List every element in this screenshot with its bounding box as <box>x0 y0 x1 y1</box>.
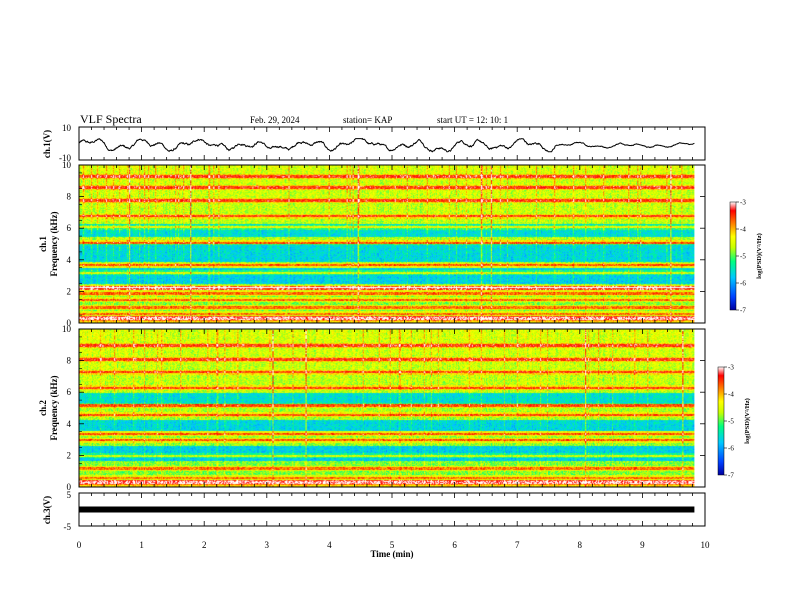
spec1-y-label-channel: ch.1 <box>38 236 48 252</box>
spec1-y-ticks: 0 2 4 6 8 10 <box>62 160 705 328</box>
x-tick-label: 2 <box>202 540 207 550</box>
colorbar-tick-label: -7 <box>728 472 734 480</box>
ch1-tick-bottom: -10 <box>59 153 71 163</box>
x-tick-label: 7 <box>515 540 520 550</box>
spec2-x-ticks <box>78 329 706 487</box>
ch3-tick-bottom: -5 <box>64 522 72 532</box>
start-time-label: start UT = 12: 10: 1 <box>437 115 508 125</box>
y-tick-label: 10 <box>62 324 72 334</box>
spec2-colorbar-label: log(PSD)(V²/Hz) <box>744 398 751 444</box>
spec2-y-ticks: 0 2 4 6 8 10 <box>62 324 705 492</box>
spec1-colorbar-label: log(PSD)(V²/Hz) <box>756 233 763 279</box>
spec1-colorbar <box>729 201 737 311</box>
ch3-tick-top: 5 <box>67 490 72 500</box>
y-tick-label: 2 <box>67 286 72 296</box>
x-tick-label: 4 <box>327 540 332 550</box>
x-tick-label: 9 <box>640 540 645 550</box>
y-tick-label: 0 <box>67 482 72 492</box>
ch1-trace <box>79 137 695 153</box>
figure-title: VLF Spectra <box>80 112 142 126</box>
spec1-y-label: Frequency (kHz) <box>49 211 59 276</box>
spec2-spectrogram <box>79 329 695 487</box>
x-tick-label: 3 <box>265 540 270 550</box>
colorbar-tick-label: -6 <box>728 445 734 453</box>
ch3-x-ticks <box>78 493 706 526</box>
y-tick-label: 4 <box>67 255 72 265</box>
colorbar-tick-label: -5 <box>740 253 746 261</box>
ch1-tick-top: 10 <box>62 123 72 133</box>
x-tick-label: 10 <box>701 540 711 550</box>
ch3-y-label: ch.3(V) <box>42 496 52 524</box>
x-tick-label: 0 <box>77 540 82 550</box>
ch1-x-ticks <box>78 127 706 160</box>
y-tick-label: 10 <box>62 160 72 170</box>
recording-date: Feb. 29, 2024 <box>250 115 300 125</box>
ch3-trace <box>79 506 695 513</box>
spec2-y-label-channel: ch.2 <box>38 400 48 416</box>
ch3-waveform-panel: 5 -5 ch.3(V) <box>42 490 706 532</box>
colorbar-tick-label: -5 <box>728 418 734 426</box>
y-tick-label: 4 <box>67 419 72 429</box>
x-axis-label: Time (min) <box>370 549 413 559</box>
spec1-spectrogram <box>79 165 695 323</box>
station-label: station= KAP <box>343 115 392 125</box>
x-tick-label: 5 <box>390 540 395 550</box>
x-tick-label: 8 <box>578 540 583 550</box>
spec2-colorbar <box>717 366 725 476</box>
y-tick-label: 8 <box>67 192 72 202</box>
x-tick-label: 6 <box>452 540 457 550</box>
spec2-y-label: Frequency (kHz) <box>49 375 59 440</box>
y-tick-label: 6 <box>67 387 72 397</box>
x-tick-labels: 0 1 2 3 4 5 6 7 8 9 10 <box>77 540 710 550</box>
colorbar-tick-label: -4 <box>728 391 734 399</box>
spec1-colorbar-ticks: -3 -4 -5 -6 -7 <box>736 199 746 315</box>
colorbar-tick-label: -7 <box>740 307 746 315</box>
spec1-x-ticks <box>78 165 706 323</box>
colorbar-tick-label: -4 <box>740 226 746 234</box>
y-tick-label: 8 <box>67 356 72 366</box>
ch1-y-label: ch.1(V) <box>42 130 52 158</box>
y-tick-label: 2 <box>67 450 72 460</box>
y-tick-label: 0 <box>67 318 72 328</box>
x-tick-label: 1 <box>139 540 144 550</box>
colorbar-tick-label: -3 <box>728 364 734 372</box>
y-tick-label: 6 <box>67 223 72 233</box>
colorbar-tick-label: -6 <box>740 280 746 288</box>
ch1-waveform-panel: 10 -10 ch.1(V) <box>42 123 706 163</box>
spec2-colorbar-ticks: -3 -4 -5 -6 -7 <box>724 364 734 480</box>
colorbar-tick-label: -3 <box>740 199 746 207</box>
